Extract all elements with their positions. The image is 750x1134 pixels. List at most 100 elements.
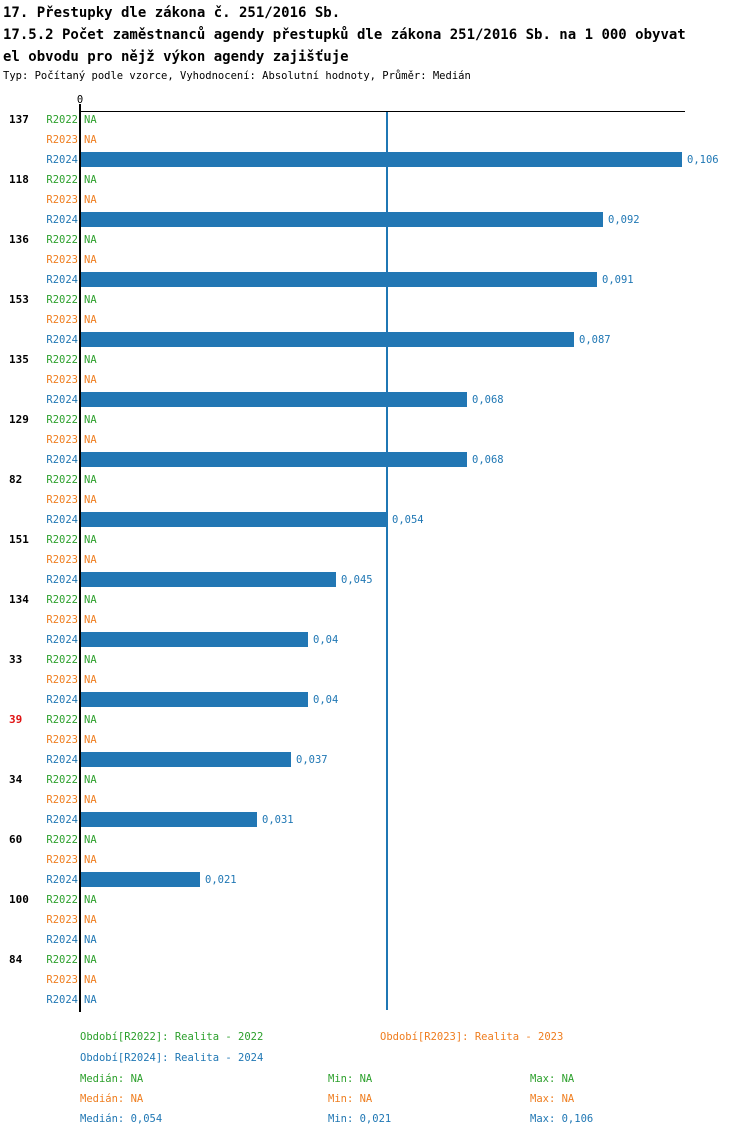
na-value-label: NA: [84, 374, 97, 386]
legend-stat-item: Medián: NA: [80, 1073, 144, 1085]
bar-value-label: 0,045: [341, 574, 373, 586]
na-value-label: NA: [84, 954, 97, 966]
row-series-label: R2024: [46, 154, 78, 166]
row-series-label: R2022: [46, 414, 78, 426]
bar-value-label: 0,068: [472, 394, 504, 406]
na-value-label: NA: [84, 474, 97, 486]
bar-r2024: [81, 212, 603, 227]
bar-value-label: 0,068: [472, 454, 504, 466]
row-series-label: R2024: [46, 814, 78, 826]
row-series-label: R2023: [46, 194, 78, 206]
na-value-label: NA: [84, 234, 97, 246]
legend-stat-item: Max: 0,106: [530, 1113, 594, 1125]
row-series-label: R2023: [46, 134, 78, 146]
row-series-label: R2023: [46, 434, 78, 446]
x-axis-line: [80, 111, 685, 112]
bar-value-label: 0,054: [392, 514, 424, 526]
row-series-label: R2022: [46, 534, 78, 546]
na-value-label: NA: [84, 934, 97, 946]
group-id-label: 39: [9, 713, 23, 726]
row-series-label: R2022: [46, 774, 78, 786]
bar-r2024: [81, 752, 291, 767]
row-series-label: R2023: [46, 314, 78, 326]
row-series-label: R2024: [46, 874, 78, 886]
na-value-label: NA: [84, 534, 97, 546]
bar-r2024: [81, 872, 200, 887]
row-series-label: R2024: [46, 994, 78, 1006]
group-id-label: 82: [9, 473, 23, 486]
na-value-label: NA: [84, 774, 97, 786]
na-value-label: NA: [84, 134, 97, 146]
na-value-label: NA: [84, 254, 97, 266]
bar-r2024: [81, 272, 597, 287]
row-series-label: R2022: [46, 714, 78, 726]
bar-value-label: 0,087: [579, 334, 611, 346]
na-value-label: NA: [84, 314, 97, 326]
row-series-label: R2022: [46, 834, 78, 846]
group-id-label: 151: [9, 533, 29, 546]
row-series-label: R2023: [46, 554, 78, 566]
bar-r2024: [81, 512, 387, 527]
na-value-label: NA: [84, 594, 97, 606]
row-series-label: R2024: [46, 454, 78, 466]
na-value-label: NA: [84, 414, 97, 426]
row-series-label: R2024: [46, 934, 78, 946]
row-series-label: R2023: [46, 974, 78, 986]
bar-r2024: [81, 392, 467, 407]
chart-title: 17. Přestupky dle zákona č. 251/2016 Sb.: [3, 5, 341, 21]
row-series-label: R2022: [46, 894, 78, 906]
row-series-label: R2023: [46, 374, 78, 386]
y-axis-line: [79, 104, 81, 1012]
row-series-label: R2022: [46, 654, 78, 666]
row-series-label: R2023: [46, 794, 78, 806]
na-value-label: NA: [84, 714, 97, 726]
row-series-label: R2023: [46, 254, 78, 266]
row-series-label: R2024: [46, 394, 78, 406]
group-id-label: 84: [9, 953, 23, 966]
row-series-label: R2024: [46, 214, 78, 226]
row-series-label: R2024: [46, 694, 78, 706]
row-series-label: R2022: [46, 594, 78, 606]
legend-stat-item: Min: 0,021: [328, 1113, 392, 1125]
group-id-label: 100: [9, 893, 29, 906]
na-value-label: NA: [84, 734, 97, 746]
row-series-label: R2024: [46, 514, 78, 526]
group-id-label: 33: [9, 653, 23, 666]
row-series-label: R2023: [46, 854, 78, 866]
legend-stat-item: Min: NA: [328, 1073, 373, 1085]
row-series-label: R2022: [46, 954, 78, 966]
bar-r2024: [81, 152, 682, 167]
bar-value-label: 0,091: [602, 274, 634, 286]
legend-stat-item: Max: NA: [530, 1093, 575, 1105]
bar-value-label: 0,031: [262, 814, 294, 826]
row-series-label: R2023: [46, 494, 78, 506]
row-series-label: R2024: [46, 334, 78, 346]
legend-stat-item: Min: NA: [328, 1093, 373, 1105]
row-series-label: R2023: [46, 914, 78, 926]
group-id-label: 134: [9, 593, 29, 606]
chart-meta: Typ: Počítaný podle vzorce, Vyhodnocení:…: [3, 70, 471, 82]
row-series-label: R2022: [46, 234, 78, 246]
na-value-label: NA: [84, 654, 97, 666]
group-id-label: 136: [9, 233, 29, 246]
na-value-label: NA: [84, 114, 97, 126]
group-id-label: 60: [9, 833, 23, 846]
bar-value-label: 0,092: [608, 214, 640, 226]
na-value-label: NA: [84, 434, 97, 446]
na-value-label: NA: [84, 894, 97, 906]
legend-stat-item: Medián: 0,054: [80, 1113, 163, 1125]
row-series-label: R2022: [46, 474, 78, 486]
na-value-label: NA: [84, 834, 97, 846]
bar-r2024: [81, 332, 574, 347]
x-axis-zero-tick-label: 0: [76, 94, 84, 106]
bar-value-label: 0,021: [205, 874, 237, 886]
row-series-label: R2023: [46, 734, 78, 746]
na-value-label: NA: [84, 174, 97, 186]
row-series-label: R2022: [46, 294, 78, 306]
legend-period-item: Období[R2023]: Realita - 2023: [380, 1031, 564, 1043]
na-value-label: NA: [84, 194, 97, 206]
row-series-label: R2023: [46, 614, 78, 626]
bar-r2024: [81, 692, 308, 707]
bar-r2024: [81, 812, 257, 827]
